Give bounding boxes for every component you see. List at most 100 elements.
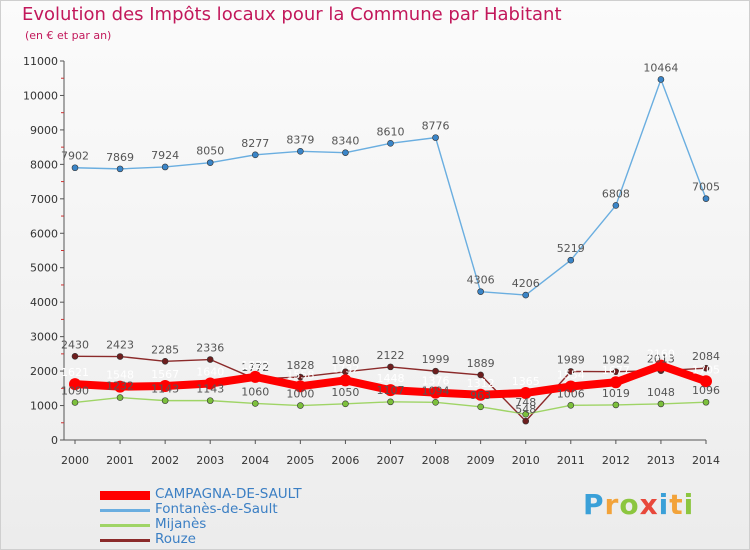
data-label: 1376: [422, 375, 450, 388]
data-label: 1548: [106, 369, 134, 382]
series-campagna-de-sault: [69, 359, 712, 401]
data-label: 2336: [196, 342, 224, 355]
data-label: 1048: [647, 386, 675, 399]
x-tick-label: 2012: [602, 454, 630, 467]
data-point: [161, 397, 169, 404]
data-point: [657, 76, 665, 83]
data-point: [432, 367, 439, 375]
logo-letter: t: [669, 488, 684, 521]
y-tick-label: 2000: [30, 365, 58, 378]
data-label: 1143: [151, 383, 179, 396]
data-label: 1982: [602, 354, 630, 367]
data-point: [657, 400, 665, 408]
data-point: [251, 400, 259, 407]
data-point: [342, 149, 349, 156]
data-label: 8379: [286, 133, 314, 146]
y-tick-label: 11000: [23, 55, 58, 68]
data-point: [567, 368, 575, 375]
data-point: [249, 370, 262, 383]
legend-label: Mijanès: [155, 516, 207, 532]
data-point: [384, 384, 397, 397]
data-point: [116, 165, 124, 173]
data-point: [116, 394, 124, 401]
x-tick-label: 2008: [422, 454, 450, 467]
data-label: 1000: [286, 388, 314, 401]
data-point: [522, 417, 530, 425]
data-label: 1621: [61, 366, 89, 379]
data-label: 1554: [557, 368, 585, 381]
y-tick-label: 1000: [30, 400, 58, 413]
data-point: [519, 386, 532, 399]
data-label: 1889: [467, 357, 495, 370]
y-tick-label: 3000: [30, 331, 58, 344]
data-label: 6808: [602, 187, 630, 200]
x-tick-label: 2001: [106, 454, 134, 467]
data-point: [387, 140, 394, 147]
data-label: 1006: [557, 387, 585, 400]
logo-letter: x: [639, 488, 659, 521]
data-point: [71, 164, 79, 172]
data-label: 1094: [422, 384, 450, 397]
data-label: 2285: [151, 343, 179, 356]
data-point: [387, 398, 394, 406]
data-label: 2122: [377, 349, 405, 362]
x-tick-label: 2011: [557, 454, 585, 467]
data-point: [206, 159, 214, 166]
data-label: 8776: [422, 120, 450, 133]
data-point: [702, 398, 710, 406]
data-label: 1832: [241, 359, 269, 372]
logo-letter: i: [658, 488, 670, 521]
data-point: [432, 399, 439, 406]
data-point: [564, 380, 577, 393]
data-point: [612, 368, 620, 376]
data-point: [477, 288, 484, 295]
x-tick-label: 2006: [331, 454, 359, 467]
data-point: [432, 134, 439, 141]
legend-swatch: [100, 539, 150, 542]
data-point: [204, 377, 217, 390]
y-tick-label: 6000: [30, 227, 58, 240]
data-point: [522, 291, 530, 299]
data-label: 963: [470, 389, 491, 402]
data-label: 1772: [241, 361, 269, 374]
legend-label: CAMPAGNA-DE-SAULT: [155, 486, 302, 502]
data-point: [567, 256, 575, 264]
data-label: 2423: [106, 339, 134, 352]
x-tick-label: 2007: [377, 454, 405, 467]
data-label: 1732: [331, 362, 359, 375]
data-point: [116, 353, 124, 360]
data-point: [297, 148, 304, 155]
x-tick-label: 2003: [196, 454, 224, 467]
data-point: [161, 163, 169, 171]
legend-label: Fontanès-de-Sault: [155, 501, 278, 517]
data-label: 8277: [241, 137, 269, 150]
data-point: [159, 380, 172, 393]
x-tick-label: 2009: [467, 454, 495, 467]
data-label: 1828: [286, 359, 314, 372]
chart-subtitle: (en € et par an): [25, 29, 112, 42]
data-point: [567, 402, 575, 409]
x-tick-label: 2002: [151, 454, 179, 467]
x-tick-label: 2014: [692, 454, 720, 467]
data-point: [342, 400, 349, 408]
legend-label: Rouze: [155, 531, 196, 547]
series-fontan-s-de-sault: [71, 76, 710, 299]
data-label: 7902: [61, 150, 89, 163]
x-tick-label: 2004: [241, 454, 269, 467]
data-point: [69, 378, 81, 391]
data-label: 5219: [557, 242, 585, 255]
data-label: 1060: [241, 385, 269, 398]
data-label: 548: [515, 403, 536, 416]
data-label: 1090: [61, 384, 89, 397]
data-point: [387, 363, 394, 371]
data-label: 1232: [106, 380, 134, 393]
y-tick-label: 10000: [23, 89, 58, 102]
data-point: [612, 401, 620, 409]
data-point: [114, 380, 127, 393]
data-label: 2084: [692, 350, 720, 363]
chart-title: Evolution des Impôts locaux pour la Comm…: [22, 4, 562, 25]
data-label: 1677: [602, 364, 630, 377]
data-point: [429, 386, 442, 399]
data-label: 1999: [422, 353, 450, 366]
